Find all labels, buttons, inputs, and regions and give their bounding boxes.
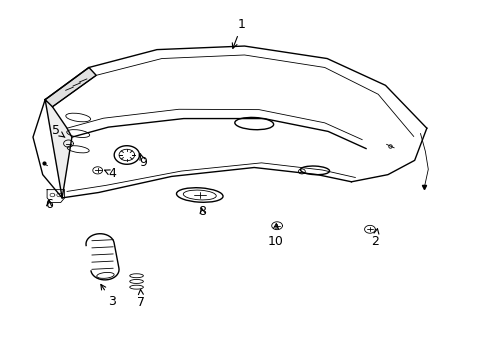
Text: 5: 5: [52, 124, 65, 138]
Text: 10: 10: [266, 224, 283, 248]
Text: 7: 7: [137, 289, 145, 309]
Text: 8: 8: [198, 205, 206, 218]
Text: 6: 6: [45, 198, 53, 211]
Polygon shape: [45, 100, 72, 198]
Text: 3: 3: [101, 284, 116, 308]
Text: 9: 9: [139, 154, 147, 169]
Text: 4: 4: [104, 167, 116, 180]
Text: 2: 2: [370, 229, 378, 248]
Polygon shape: [45, 67, 96, 107]
Text: 1: 1: [232, 18, 245, 48]
